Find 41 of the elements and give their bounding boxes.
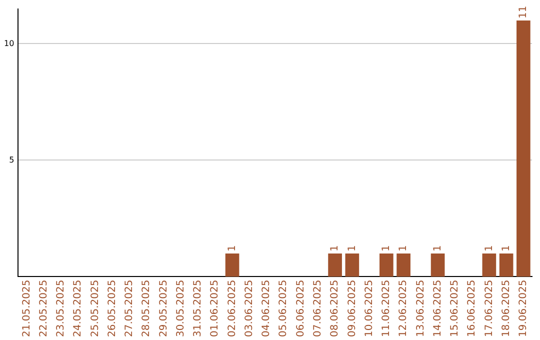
x-tick-label: 12.06.2025	[398, 280, 410, 338]
x-tick-label: 10.06.2025	[364, 280, 375, 338]
data-label: 1	[226, 245, 238, 252]
data-label: 1	[346, 245, 358, 252]
x-tick-label: 19.06.2025	[518, 280, 530, 338]
x-tick-label: 25.05.2025	[90, 280, 101, 338]
y-tick-label: 5	[9, 155, 14, 164]
x-tick-label: 08.06.2025	[330, 280, 341, 338]
data-label: 1	[381, 245, 392, 252]
x-tick-label: 29.05.2025	[158, 280, 170, 338]
x-tick-label: 11.06.2025	[381, 280, 392, 338]
x-tick-label: 30.05.2025	[175, 280, 186, 338]
data-label: 1	[484, 245, 495, 252]
data-label: 1	[330, 245, 341, 252]
x-tick-label: 05.06.2025	[278, 280, 290, 338]
data-label: 1	[500, 245, 512, 252]
data-label: 11	[518, 6, 530, 18]
x-tick-label: 24.05.2025	[72, 280, 84, 338]
x-tick-label: 28.05.2025	[141, 280, 152, 338]
x-tick-label: 22.05.2025	[38, 280, 50, 338]
x-tick-label: 26.05.2025	[106, 280, 118, 338]
x-tick-label: 16.06.2025	[466, 280, 478, 338]
x-tick-label: 04.06.2025	[261, 280, 272, 338]
x-tick-label: 14.06.2025	[432, 280, 444, 338]
x-tick-label: 23.05.2025	[56, 280, 67, 338]
x-tick-label: 07.06.2025	[312, 280, 324, 338]
x-tick-label: 02.06.2025	[226, 280, 238, 338]
x-tick-label: 13.06.2025	[415, 280, 426, 338]
x-tick-label: 03.06.2025	[244, 280, 255, 338]
data-label: 1	[398, 245, 410, 252]
x-tick-label: 01.06.2025	[210, 280, 221, 338]
x-tick-label: 31.05.2025	[192, 280, 204, 338]
x-tick-label: 15.06.2025	[450, 280, 461, 338]
x-tick-label: 18.06.2025	[500, 280, 512, 338]
y-tick-label: 10	[4, 38, 14, 48]
x-tick-label: 27.05.2025	[124, 280, 136, 338]
x-tick-label: 09.06.2025	[346, 280, 358, 338]
x-tick-label: 17.06.2025	[484, 280, 495, 338]
x-tick-label: 21.05.2025	[21, 280, 32, 338]
x-tick-label: 06.06.2025	[295, 280, 306, 338]
data-label: 1	[432, 245, 444, 252]
